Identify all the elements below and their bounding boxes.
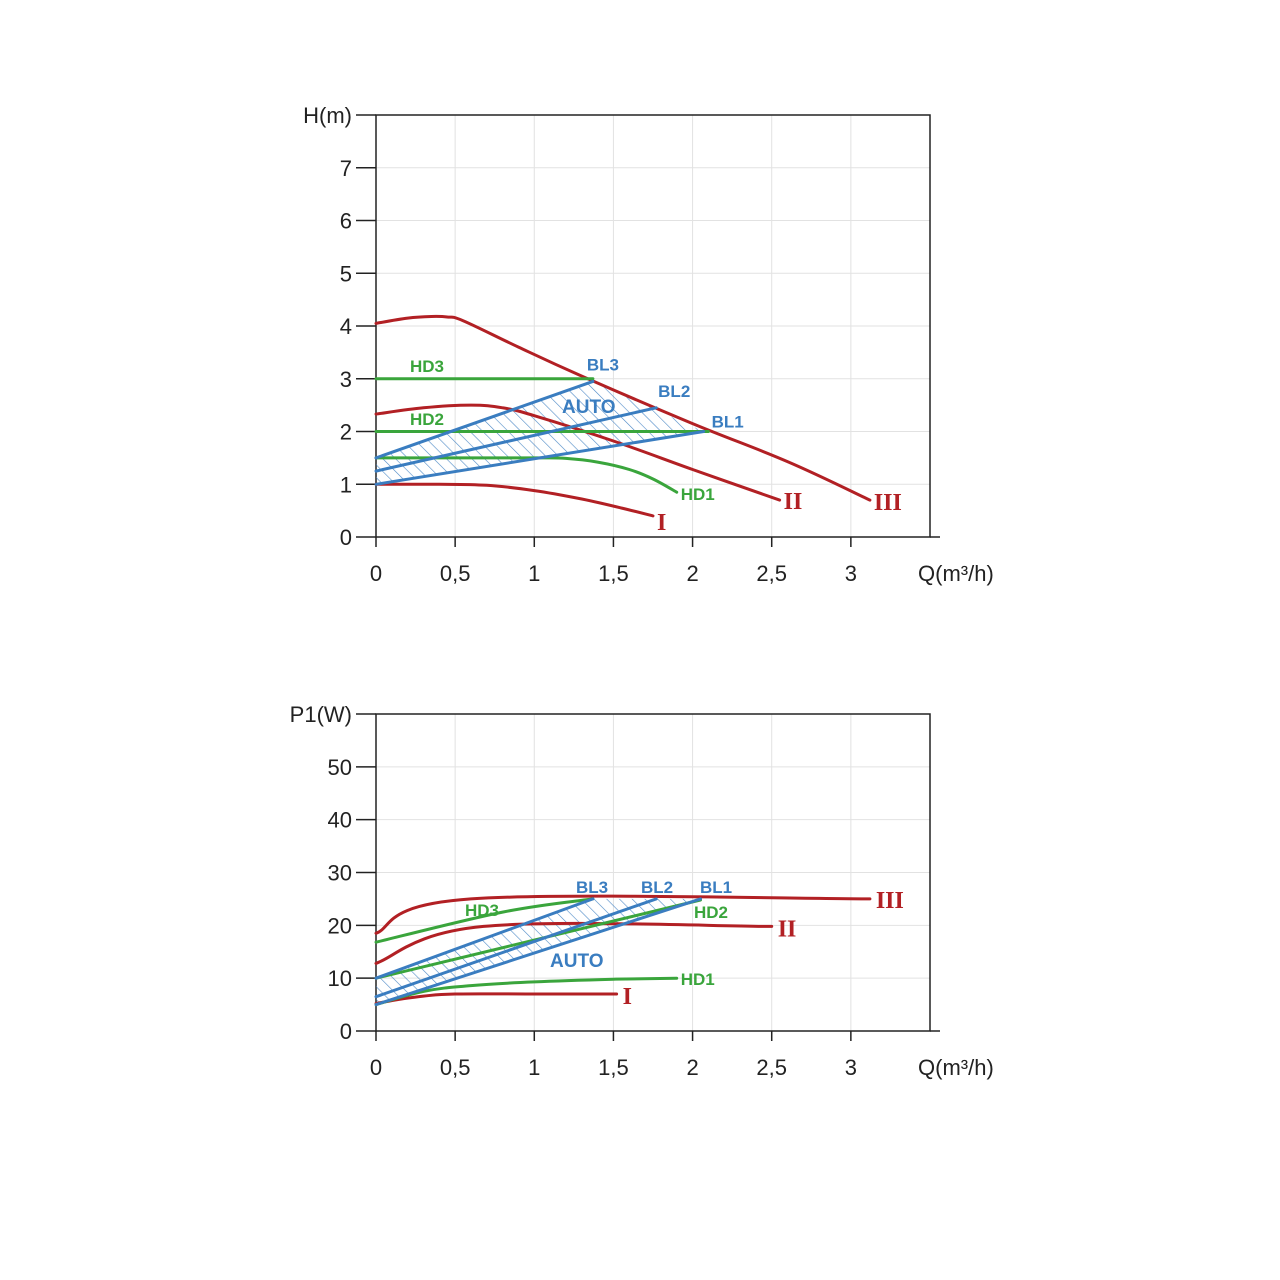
y-tick-label: 4 [340, 314, 352, 339]
series-label-bl2: BL2 [641, 878, 673, 897]
series-line-i [374, 992, 619, 1005]
x-tick-label: 3 [845, 1055, 857, 1080]
y-tick-label: 20 [328, 913, 352, 938]
series-label-bl2: BL2 [658, 382, 690, 401]
series-label-bl1: BL1 [712, 413, 744, 432]
series-label-hd2: HD2 [410, 410, 444, 429]
series-line-bl1 [374, 897, 702, 1007]
series-label-hd2: HD2 [694, 903, 728, 922]
x-tick-label: 0,5 [440, 1055, 471, 1080]
grid [376, 713, 931, 1031]
x-tick-label: 0 [370, 561, 382, 586]
series-label-hd3: HD3 [410, 357, 444, 376]
x-tick-label: 2 [686, 1055, 698, 1080]
x-tick-label: 2,5 [756, 561, 787, 586]
series-line-i [374, 482, 655, 518]
series-label-hd1: HD1 [681, 485, 715, 504]
series-label-ii: II [778, 916, 797, 942]
y-tick-label: 30 [328, 861, 352, 886]
series-line-ii [374, 921, 774, 965]
x-tick-label: 0,5 [440, 561, 471, 586]
series-line-bl2 [374, 897, 658, 999]
series-line-hd1 [374, 976, 679, 1007]
x-tick-label: 1,5 [598, 561, 629, 586]
x-tick-label: 1 [528, 561, 540, 586]
y-tick-label: 10 [328, 966, 352, 991]
auto-label: AUTO [550, 951, 603, 972]
x-tick-label: 0 [370, 1055, 382, 1080]
series-label-ii: II [784, 489, 803, 515]
x-tick-label: 2,5 [756, 1055, 787, 1080]
y-tick-label: 0 [340, 1019, 352, 1044]
y-tick-label: 3 [340, 367, 352, 392]
series-line-bl2 [374, 406, 658, 473]
x-tick-label: 1 [528, 1055, 540, 1080]
x-tick-label: 3 [845, 561, 857, 586]
y-tick-label: 40 [328, 808, 352, 833]
series-label-hd3: HD3 [465, 901, 499, 920]
y-axis-title: P1(W) [290, 702, 352, 727]
series-line-hd1 [374, 456, 679, 494]
series-line-iii [374, 894, 872, 935]
series-label-i: I [657, 510, 666, 536]
x-axis-title: Q(m³/h) [918, 561, 994, 586]
y-tick-label: 2 [340, 420, 352, 445]
series-label-hd1: HD1 [681, 970, 715, 989]
series-label-bl3: BL3 [587, 355, 619, 374]
y-tick-label: 50 [328, 755, 352, 780]
y-tick-label: 5 [340, 261, 352, 286]
series-line-hd3 [374, 897, 595, 944]
series-line-bl3 [374, 379, 595, 460]
y-tick-label: 0 [340, 525, 352, 550]
series-line-iii [374, 314, 872, 502]
series-label-i: I [623, 984, 632, 1010]
series-label-bl3: BL3 [576, 878, 608, 897]
grid [376, 114, 931, 537]
auto-label: AUTO [562, 397, 615, 418]
x-axis-title: Q(m³/h) [918, 1055, 994, 1080]
series-label-bl1: BL1 [700, 878, 732, 897]
x-tick-label: 2 [686, 561, 698, 586]
series-label-iii: III [876, 888, 904, 914]
y-axis-title: H(m) [303, 103, 352, 128]
y-tick-label: 1 [340, 472, 352, 497]
y-tick-label: 6 [340, 209, 352, 234]
x-tick-label: 1,5 [598, 1055, 629, 1080]
y-tick-label: 7 [340, 156, 352, 181]
series-label-iii: III [874, 490, 902, 516]
series-line-ii [374, 403, 782, 502]
series-line-bl1 [374, 430, 706, 486]
series-line-bl3 [374, 897, 595, 980]
